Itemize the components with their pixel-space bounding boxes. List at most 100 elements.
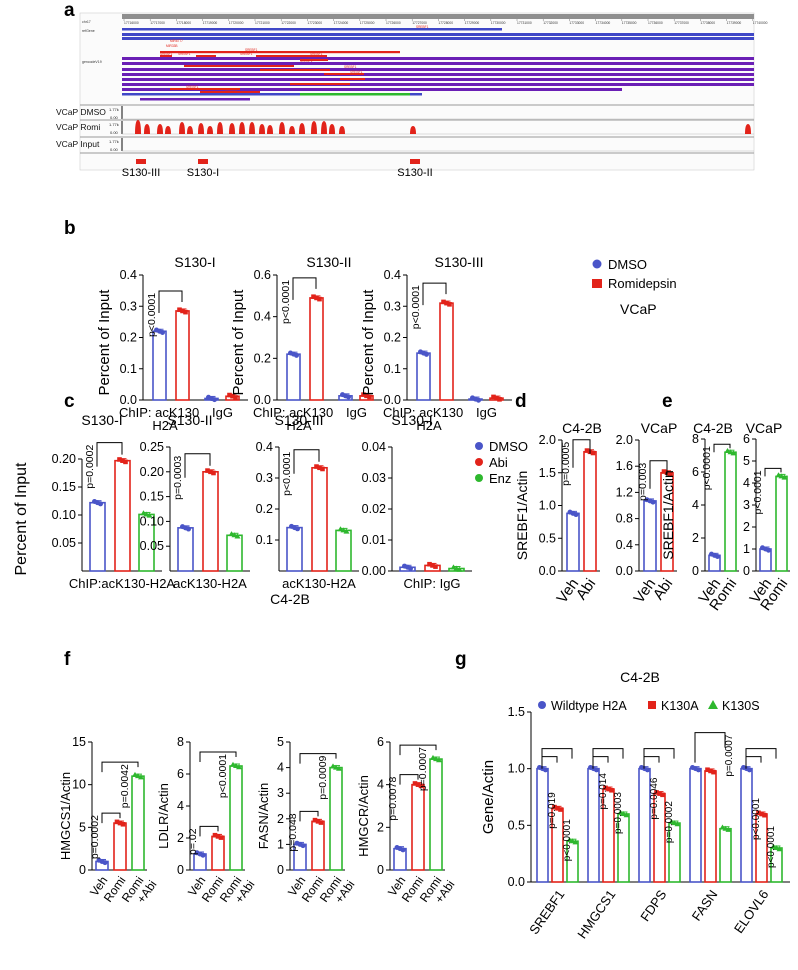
bar: [177, 527, 194, 572]
ruler-tick-label: 17723000: [307, 21, 322, 25]
data-point: [555, 806, 560, 811]
y-axis-label: Percent of Input: [96, 289, 113, 396]
y-tick-label: 6: [743, 432, 750, 446]
bar: [202, 470, 219, 572]
data-point: [412, 781, 418, 786]
gene-transcript: [300, 93, 410, 96]
data-point: [594, 767, 599, 773]
data-point: [346, 394, 351, 400]
genome-browser-frame: [79, 12, 755, 171]
data-point: [708, 768, 713, 774]
y-tick-label: 0.4: [256, 440, 273, 454]
bar: [131, 775, 145, 871]
region-label: S130-III: [122, 167, 161, 179]
data-point: [762, 812, 767, 818]
data-point: [497, 397, 502, 402]
data-point: [212, 832, 218, 838]
legend-label: Abi: [489, 455, 508, 470]
data-point: [180, 308, 185, 314]
y-tick-label: 0.2: [384, 331, 401, 345]
gene-transcript: [122, 57, 754, 60]
y-tick-label: 0.0: [120, 393, 137, 407]
significance-bracket: [158, 290, 183, 313]
y-tick-label: 0.0: [508, 875, 525, 889]
chart-title: S130-II: [306, 254, 351, 270]
gene-name-label: SREBF1: [225, 90, 238, 94]
y-tick-label: 1.2: [616, 485, 633, 499]
bar: [724, 451, 737, 572]
gene-transcript: [122, 93, 422, 96]
gene-name-label: MIR33B: [166, 44, 178, 48]
panel-label-c: c: [64, 391, 75, 412]
y-tick-label: 1.5: [539, 466, 556, 480]
ruler-tick-label: 17722000: [281, 21, 296, 25]
data-point: [233, 395, 238, 400]
y-tick-label: 0: [79, 863, 86, 877]
p-value-label: p<0.0001: [410, 285, 422, 329]
y-tick-label: 2: [692, 531, 699, 545]
data-point: [314, 464, 319, 469]
chip-peak: [135, 120, 141, 134]
panel-label-f: f: [64, 649, 71, 670]
y-tick-label: 0.1: [256, 533, 273, 547]
y-tick-label: 1.0: [508, 762, 525, 776]
bar: [429, 758, 443, 871]
ruler-tick-label: 17737000: [674, 21, 689, 25]
gene-name-label: SREBF1: [416, 25, 429, 29]
gene-exon: [260, 69, 330, 71]
x-group-label: IgG: [212, 405, 233, 420]
data-point: [120, 821, 126, 827]
bar: [226, 534, 243, 572]
chart-c-1: 0.05 0.10 0.15 0.20 S130-I p=0.0002 ChIP:acK13…: [13, 412, 175, 591]
gene-name-label: MIR6777: [170, 39, 183, 43]
region-label: S130-I: [187, 167, 219, 179]
data-point: [311, 294, 316, 300]
ruler-tick-label: 17728000: [438, 21, 453, 25]
y-tick-label: 0.2: [120, 331, 137, 345]
data-point: [456, 566, 463, 572]
p-value-label: p<0.0001: [146, 293, 158, 337]
data-point: [317, 296, 322, 302]
legend-marker: [708, 700, 718, 709]
data-point: [336, 765, 342, 771]
gene-transcript: [122, 68, 754, 71]
y-axis-label: SREBF1/Actin: [660, 470, 676, 559]
charts: 0.0 0.1 0.2 0.3 0.4 S130-I p<0.0001 ChIP: acK13…: [13, 254, 791, 941]
y-tick-label: 0.0: [384, 393, 401, 407]
legend-marker: [475, 458, 483, 466]
y-tick-label: 0.04: [362, 440, 386, 454]
data-point: [183, 309, 188, 315]
y-tick-label: 4: [177, 799, 184, 813]
p-value-label: p<0.0001: [281, 452, 293, 496]
y-tick-label: 3: [743, 498, 750, 512]
chip-peak: [144, 124, 150, 134]
data-point: [494, 395, 499, 401]
y-tick-label: 0.02: [362, 502, 386, 516]
chart-f-1: 051015p=0.0002p=0.0042VehRomiRomi+AbiHMG…: [58, 735, 159, 906]
y-tick-label: 2.0: [539, 433, 556, 447]
data-point: [415, 782, 421, 787]
data-point: [177, 307, 182, 313]
chart-title: S130-II: [167, 412, 212, 428]
gene-name-label: SREBF1: [178, 52, 191, 56]
data-point: [759, 811, 764, 817]
bar: [689, 767, 702, 883]
bar: [211, 835, 225, 871]
chart-title: S130-I: [81, 412, 122, 428]
bar: [311, 466, 328, 572]
y-tick-label: 10: [72, 778, 86, 792]
x-category-label: HMGCS1: [574, 887, 618, 941]
data-point: [215, 834, 221, 839]
data-point: [146, 512, 153, 518]
y-tick-label: 0.1: [384, 362, 401, 376]
legend-marker: [475, 442, 483, 450]
data-point: [427, 561, 432, 567]
chart-b-3: 0.0 0.1 0.2 0.3 0.4 S130-III p<0.0001 ChIP: acK…: [360, 254, 512, 433]
y-tick-label: 0.6: [254, 268, 271, 282]
p-value-label: p=0.0042: [119, 764, 131, 808]
p-value-label: p<0.0001: [701, 446, 713, 490]
y-tick-label: 4: [692, 498, 699, 512]
panel-label-g: g: [455, 649, 467, 670]
bar: [335, 529, 352, 572]
chip-peak: [745, 124, 751, 134]
